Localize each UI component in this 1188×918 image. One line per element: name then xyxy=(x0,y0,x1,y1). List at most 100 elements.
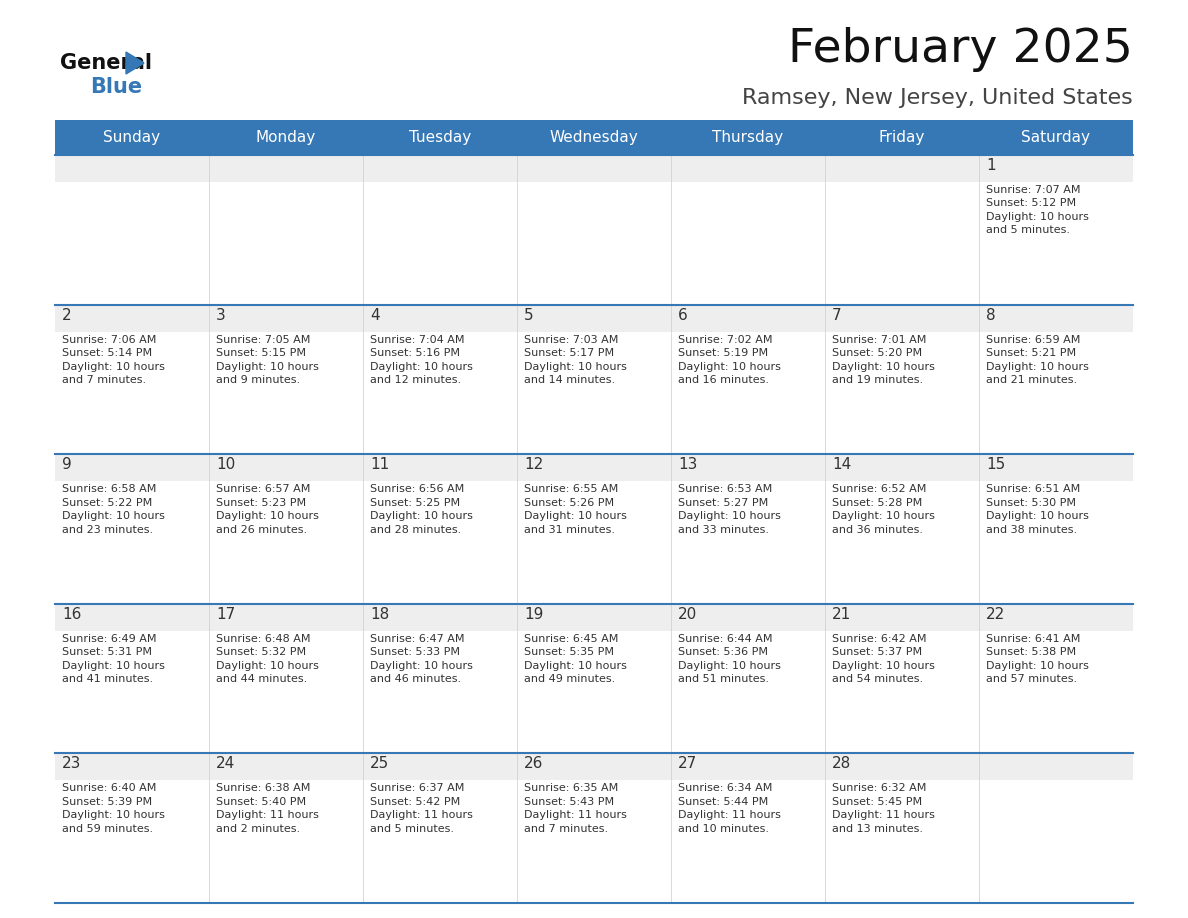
Text: and 59 minutes.: and 59 minutes. xyxy=(62,823,153,834)
Text: Sunset: 5:44 PM: Sunset: 5:44 PM xyxy=(678,797,769,807)
Text: Sunset: 5:37 PM: Sunset: 5:37 PM xyxy=(832,647,922,657)
Text: Sunset: 5:28 PM: Sunset: 5:28 PM xyxy=(832,498,922,508)
Text: Sunrise: 6:53 AM: Sunrise: 6:53 AM xyxy=(678,484,772,494)
Bar xyxy=(55,604,209,631)
Bar xyxy=(209,631,364,754)
Text: 2: 2 xyxy=(62,308,71,322)
Text: Sunset: 5:14 PM: Sunset: 5:14 PM xyxy=(62,348,152,358)
Text: Sunrise: 6:49 AM: Sunrise: 6:49 AM xyxy=(62,633,157,644)
Text: Sunrise: 7:05 AM: Sunrise: 7:05 AM xyxy=(216,334,310,344)
Bar xyxy=(517,454,671,481)
Bar xyxy=(55,754,209,780)
Bar xyxy=(671,481,824,604)
Text: Daylight: 11 hours: Daylight: 11 hours xyxy=(678,811,781,821)
Bar xyxy=(55,631,209,754)
Text: Sunrise: 6:58 AM: Sunrise: 6:58 AM xyxy=(62,484,157,494)
Text: Sunrise: 6:37 AM: Sunrise: 6:37 AM xyxy=(369,783,465,793)
Text: Sunrise: 6:40 AM: Sunrise: 6:40 AM xyxy=(62,783,157,793)
Text: and 36 minutes.: and 36 minutes. xyxy=(832,524,923,534)
Text: Sunset: 5:16 PM: Sunset: 5:16 PM xyxy=(369,348,460,358)
Text: and 21 minutes.: and 21 minutes. xyxy=(986,375,1078,385)
Text: and 49 minutes.: and 49 minutes. xyxy=(524,674,615,684)
Text: and 28 minutes.: and 28 minutes. xyxy=(369,524,461,534)
Text: 1: 1 xyxy=(986,158,996,173)
Text: Sunrise: 7:03 AM: Sunrise: 7:03 AM xyxy=(524,334,619,344)
Text: Daylight: 10 hours: Daylight: 10 hours xyxy=(62,661,165,671)
Text: 16: 16 xyxy=(62,607,81,621)
Text: Sunrise: 6:42 AM: Sunrise: 6:42 AM xyxy=(832,633,927,644)
Text: Sunrise: 6:52 AM: Sunrise: 6:52 AM xyxy=(832,484,927,494)
Text: Sunset: 5:40 PM: Sunset: 5:40 PM xyxy=(216,797,307,807)
Text: and 5 minutes.: and 5 minutes. xyxy=(986,226,1070,235)
Text: Friday: Friday xyxy=(879,130,925,145)
Bar xyxy=(209,331,364,454)
Text: Sunrise: 6:47 AM: Sunrise: 6:47 AM xyxy=(369,633,465,644)
Text: Daylight: 11 hours: Daylight: 11 hours xyxy=(524,811,627,821)
Text: Daylight: 10 hours: Daylight: 10 hours xyxy=(678,511,781,521)
Text: and 26 minutes.: and 26 minutes. xyxy=(216,524,308,534)
Bar xyxy=(979,631,1133,754)
Bar xyxy=(364,481,517,604)
Text: 6: 6 xyxy=(678,308,688,322)
Bar xyxy=(364,631,517,754)
Text: Sunset: 5:45 PM: Sunset: 5:45 PM xyxy=(832,797,922,807)
Text: and 14 minutes.: and 14 minutes. xyxy=(524,375,615,385)
Text: 22: 22 xyxy=(986,607,1005,621)
Text: 25: 25 xyxy=(369,756,390,771)
Text: Sunrise: 6:51 AM: Sunrise: 6:51 AM xyxy=(986,484,1080,494)
Text: and 12 minutes.: and 12 minutes. xyxy=(369,375,461,385)
Text: Sunset: 5:25 PM: Sunset: 5:25 PM xyxy=(369,498,460,508)
Bar xyxy=(824,305,979,331)
Text: Sunrise: 6:56 AM: Sunrise: 6:56 AM xyxy=(369,484,465,494)
Bar xyxy=(209,454,364,481)
Text: Wednesday: Wednesday xyxy=(550,130,638,145)
Bar xyxy=(517,481,671,604)
Bar xyxy=(517,182,671,305)
Text: Sunset: 5:39 PM: Sunset: 5:39 PM xyxy=(62,797,152,807)
Bar xyxy=(979,155,1133,182)
Text: Saturday: Saturday xyxy=(1022,130,1091,145)
Text: and 33 minutes.: and 33 minutes. xyxy=(678,524,769,534)
Text: Daylight: 10 hours: Daylight: 10 hours xyxy=(524,511,627,521)
Bar xyxy=(55,305,209,331)
Text: Daylight: 10 hours: Daylight: 10 hours xyxy=(986,212,1089,222)
Bar xyxy=(824,155,979,182)
Bar xyxy=(517,780,671,903)
Bar xyxy=(824,331,979,454)
Text: 7: 7 xyxy=(832,308,841,322)
Text: and 16 minutes.: and 16 minutes. xyxy=(678,375,769,385)
Text: 27: 27 xyxy=(678,756,697,771)
Text: Daylight: 10 hours: Daylight: 10 hours xyxy=(216,362,318,372)
Text: Sunset: 5:36 PM: Sunset: 5:36 PM xyxy=(678,647,767,657)
Text: 17: 17 xyxy=(216,607,235,621)
Text: 18: 18 xyxy=(369,607,390,621)
Bar xyxy=(671,754,824,780)
Text: Daylight: 10 hours: Daylight: 10 hours xyxy=(678,362,781,372)
Text: Thursday: Thursday xyxy=(713,130,784,145)
Text: 12: 12 xyxy=(524,457,543,472)
Text: Sunrise: 6:48 AM: Sunrise: 6:48 AM xyxy=(216,633,310,644)
Text: 20: 20 xyxy=(678,607,697,621)
Text: Daylight: 10 hours: Daylight: 10 hours xyxy=(832,511,935,521)
Text: Blue: Blue xyxy=(90,77,143,97)
Text: and 7 minutes.: and 7 minutes. xyxy=(62,375,146,385)
Text: Sunrise: 6:34 AM: Sunrise: 6:34 AM xyxy=(678,783,772,793)
Text: 23: 23 xyxy=(62,756,81,771)
Text: and 5 minutes.: and 5 minutes. xyxy=(369,823,454,834)
Text: and 46 minutes.: and 46 minutes. xyxy=(369,674,461,684)
Text: Sunset: 5:23 PM: Sunset: 5:23 PM xyxy=(216,498,307,508)
Bar xyxy=(517,604,671,631)
Text: Sunrise: 7:04 AM: Sunrise: 7:04 AM xyxy=(369,334,465,344)
Text: Sunrise: 6:45 AM: Sunrise: 6:45 AM xyxy=(524,633,619,644)
Text: Daylight: 10 hours: Daylight: 10 hours xyxy=(986,511,1089,521)
Bar xyxy=(209,305,364,331)
Polygon shape xyxy=(126,52,144,74)
Text: Daylight: 10 hours: Daylight: 10 hours xyxy=(986,661,1089,671)
Text: Sunset: 5:20 PM: Sunset: 5:20 PM xyxy=(832,348,922,358)
Bar xyxy=(517,331,671,454)
Text: and 9 minutes.: and 9 minutes. xyxy=(216,375,301,385)
Text: 21: 21 xyxy=(832,607,852,621)
Text: Sunrise: 6:38 AM: Sunrise: 6:38 AM xyxy=(216,783,310,793)
Text: and 10 minutes.: and 10 minutes. xyxy=(678,823,769,834)
Text: 4: 4 xyxy=(369,308,380,322)
